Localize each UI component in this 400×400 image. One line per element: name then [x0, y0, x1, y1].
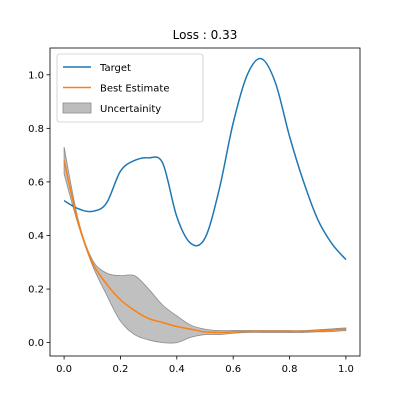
legend-label-uncertainity: Uncertainity [100, 104, 161, 115]
x-tick-label: 0.2 [113, 364, 129, 375]
x-tick-label: 0.8 [282, 364, 298, 375]
y-tick-label: 0.2 [28, 285, 44, 296]
x-tick-label: 0.6 [225, 364, 241, 375]
y-tick-label: 0.6 [28, 177, 44, 188]
legend-label-target: Target [99, 63, 131, 74]
x-tick-label: 0.0 [56, 364, 72, 375]
x-tick-label: 1.0 [338, 364, 354, 375]
x-tick-label: 0.4 [169, 364, 185, 375]
legend-swatch-uncertainity [62, 102, 92, 114]
y-tick-label: 1.0 [28, 70, 44, 81]
legend: Target Best Estimate Uncertainity [56, 53, 204, 123]
y-tick-label: 0.4 [28, 231, 44, 242]
axes: 0.0 0.2 0.4 0.6 0.8 1.0 0.0 0.2 0.4 0.6 0.8 1.0 [28, 47, 361, 375]
chart-title: Loss : 0.33 [173, 28, 238, 42]
y-tick-label: 0.8 [28, 124, 44, 135]
best-estimate-line [63, 160, 346, 334]
legend-label-best-estimate: Best Estimate [100, 84, 170, 95]
target-line [63, 57, 347, 261]
y-tick-label: 0.0 [28, 338, 44, 349]
axes-frame [49, 47, 361, 357]
legend-box [56, 53, 204, 123]
plot-area [63, 57, 347, 344]
